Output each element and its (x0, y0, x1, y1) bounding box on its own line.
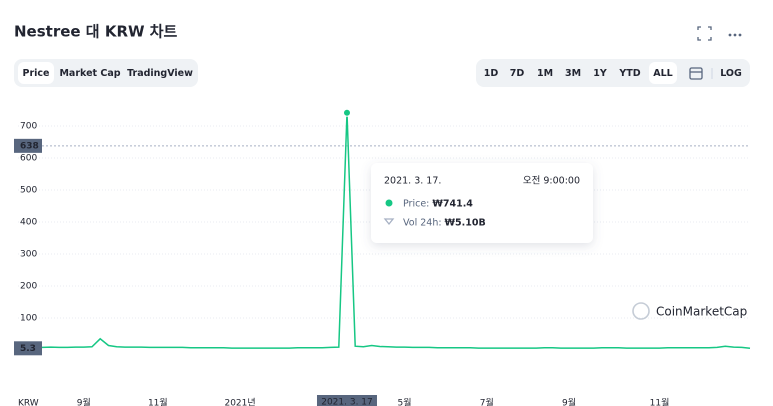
x-tick-label: 7월 (480, 397, 494, 406)
tooltip-price: Price: ₩741.4 (403, 198, 473, 209)
price-dot (385, 199, 393, 207)
hover-point (342, 108, 351, 117)
tooltip-box (371, 163, 593, 243)
tab-active-bg (18, 62, 54, 84)
y-tick-label: 300 (20, 250, 37, 260)
vol-value: ₩5.10B (445, 217, 486, 228)
y-tick-label: 100 (20, 314, 37, 324)
tooltip-time: 오전 9:00:00 (523, 176, 580, 187)
range-button[interactable]: 1M (537, 68, 553, 79)
tab[interactable]: TradingView (127, 68, 193, 79)
title: Nestree 대 KRW 차트 (14, 23, 178, 41)
price-value: ₩741.4 (432, 198, 473, 209)
y-tick-label: 400 (20, 218, 37, 228)
tab[interactable]: Market Cap (59, 68, 120, 79)
tab[interactable]: Price (23, 68, 50, 79)
watermark: CoinMarketCap (656, 305, 747, 319)
more-icon[interactable] (728, 33, 742, 37)
range-button[interactable]: ALL (653, 68, 672, 79)
log-toggle[interactable]: LOG (720, 68, 742, 79)
fullscreen-icon[interactable] (697, 26, 712, 41)
y-tick-label: 200 (20, 282, 37, 292)
x-tick-label: 5월 (398, 397, 412, 406)
vol-icon (383, 218, 395, 226)
calendar-icon[interactable] (689, 67, 703, 80)
watermark-logo (632, 302, 650, 320)
x-tick-label: 2021년 (224, 398, 255, 406)
y-tick-label: 600 (20, 154, 37, 164)
current-price-label: 5.3 (20, 344, 36, 354)
range-button[interactable]: 1D (484, 68, 499, 79)
tooltip-vol: Vol 24h: ₩5.10B (403, 217, 486, 228)
range-button[interactable]: 3M (565, 68, 581, 79)
price-label: Price: (403, 198, 429, 209)
range-button[interactable]: 7D (510, 68, 525, 79)
y-tick-label: 700 (20, 122, 37, 132)
range-button[interactable]: 1Y (593, 68, 607, 79)
tooltip-date: 2021. 3. 17. (384, 176, 441, 187)
crosshair-x-bg (316, 395, 377, 406)
vol-label: Vol 24h: (403, 217, 442, 228)
x-tick-label: 9월 (562, 397, 576, 406)
crosshair-label-bg (14, 138, 42, 153)
x-tick-label: 9월 (77, 397, 91, 406)
range-group (476, 59, 750, 87)
crosshair-x-label: 2021. 3. 17 (321, 398, 373, 406)
range-button[interactable]: YTD (618, 68, 640, 79)
current-price-bg (14, 341, 42, 356)
price-line (18, 112, 751, 350)
x-tick-label: 11월 (148, 397, 168, 406)
tab-group (14, 59, 198, 87)
y-tick-label: 500 (20, 186, 37, 196)
crosshair-label: 638 (20, 141, 39, 151)
range-active-bg (649, 62, 677, 84)
x-tick-label: 11월 (650, 397, 670, 406)
x-axis-currency: KRW (18, 399, 39, 406)
